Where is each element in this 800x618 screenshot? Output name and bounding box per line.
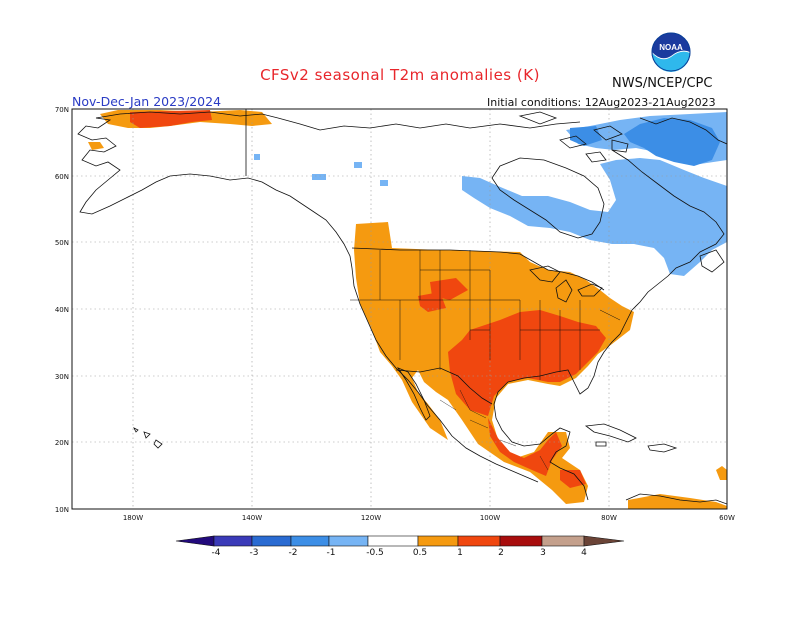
- colorbar-p1-p2: [457, 535, 501, 547]
- lon-label-100w: 100W: [480, 514, 500, 522]
- anomaly-region-warm-alaska2: [88, 142, 104, 150]
- lat-label-30n: 30N: [55, 373, 69, 381]
- colorbar-label-p4: 4: [581, 548, 587, 558]
- colorbar-m4-m3: [213, 535, 253, 547]
- lon-label-120w: 120W: [361, 514, 381, 522]
- lon-label-140w: 140W: [242, 514, 262, 522]
- colorbar-neutral: [367, 535, 419, 547]
- anomaly-region-cool-dot4: [254, 154, 260, 160]
- logo-text: NOAA: [659, 43, 683, 52]
- lon-label-80w: 80W: [601, 514, 617, 522]
- colorbar-label-p05: 0.5: [412, 548, 428, 558]
- lat-label-40n: 40N: [55, 306, 69, 314]
- lat-label-60n: 60N: [55, 173, 69, 181]
- lat-label-20n: 20N: [55, 439, 69, 447]
- graticule: [72, 109, 727, 509]
- anomaly-region-cold: [624, 118, 720, 166]
- anomaly-region-hot-mexico: [488, 418, 562, 476]
- lat-label-10n: 10N: [55, 506, 69, 514]
- anomaly-region-warm-caribbean: [716, 466, 727, 480]
- coastlines: [77, 109, 727, 505]
- anomaly-region-hot: [448, 310, 606, 416]
- colorbar-p3-p4: [541, 535, 585, 547]
- lat-label-70n: 70N: [55, 106, 69, 114]
- map-title: CFSv2 seasonal T2m anomalies (K): [260, 66, 540, 84]
- colorbar-label-p1: 1: [457, 548, 463, 558]
- colorbar-m1-m05: [328, 535, 369, 547]
- colorbar-label-m3: -3: [249, 548, 259, 558]
- lon-label-60w: 60W: [719, 514, 735, 522]
- anomaly-region-hot-alaska: [130, 110, 212, 128]
- colorbar-label-m05: -0.5: [366, 548, 384, 558]
- latitude-labels: 70N 60N 50N 40N 30N 20N 10N: [55, 106, 69, 514]
- colorbar-label-m4: -4: [211, 548, 221, 558]
- anomaly-region-cold-2: [570, 126, 602, 146]
- agency-label: NWS/NCEP/CPC: [612, 76, 713, 91]
- anomaly-region-warm-south: [628, 494, 727, 509]
- anomaly-region-cool-dot3: [380, 180, 388, 186]
- forecast-period: Nov-Dec-Jan 2023/2024: [72, 94, 222, 109]
- anomaly-region-hot-rockies: [430, 278, 468, 300]
- longitude-labels: 180W 140W 120W 100W 80W 60W: [123, 514, 735, 522]
- colorbar-label-p2: 2: [498, 548, 504, 558]
- noaa-logo: NOAA: [651, 32, 691, 72]
- colorbar-label-m1: -1: [326, 548, 336, 558]
- anomaly-region-cool-dot2: [354, 162, 362, 168]
- colorbar-p05-p1: [417, 535, 459, 547]
- colorbar-label-p3: 3: [540, 548, 546, 558]
- colorbar-m3-m2: [251, 535, 292, 547]
- colorbar-above-p4: [583, 535, 625, 547]
- colorbar: [175, 535, 625, 547]
- anomaly-region-cool-dot1: [312, 174, 326, 180]
- map-frame: [71, 108, 728, 510]
- colorbar-label-m2: -2: [288, 548, 298, 558]
- initial-conditions: Initial conditions: 12Aug2023-21Aug2023: [487, 96, 716, 109]
- lon-label-180w: 180W: [123, 514, 143, 522]
- colorbar-below-m4: [175, 535, 215, 547]
- anomaly-region-hot-central-am: [560, 470, 586, 488]
- colorbar-m2-m1: [290, 535, 330, 547]
- colorbar-p2-p3: [499, 535, 543, 547]
- lat-label-50n: 50N: [55, 239, 69, 247]
- anomaly-fields: [88, 110, 727, 509]
- anomaly-region-cool: [462, 158, 727, 276]
